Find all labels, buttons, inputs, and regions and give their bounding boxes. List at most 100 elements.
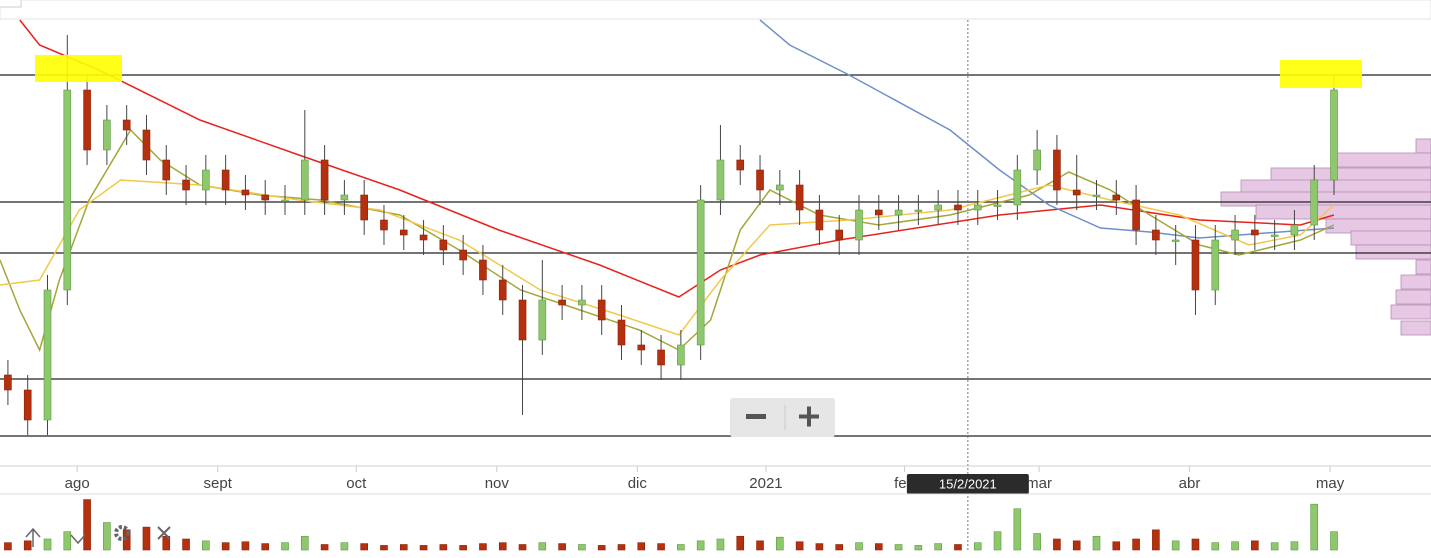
candle-body xyxy=(498,279,507,301)
volume-bar xyxy=(1033,533,1041,551)
candle-body xyxy=(617,319,626,346)
candle-body xyxy=(855,209,863,241)
volume-bar xyxy=(241,541,250,551)
volume-bar xyxy=(815,543,824,551)
volume-bar xyxy=(1231,541,1239,551)
move-up-icon[interactable] xyxy=(25,527,41,547)
candle-body xyxy=(914,209,923,212)
volume-bar xyxy=(1251,540,1259,551)
volume-bar xyxy=(756,540,764,551)
candle-body xyxy=(103,119,111,151)
volume-bar xyxy=(360,543,368,551)
candle-body xyxy=(1270,234,1279,237)
volume-bar xyxy=(1191,538,1200,551)
volume-bar xyxy=(23,540,32,551)
candle-body xyxy=(380,219,388,231)
zoom-box xyxy=(730,398,835,437)
volume-bar xyxy=(261,543,270,551)
candle-body xyxy=(518,299,527,341)
profile-bar xyxy=(1395,289,1431,305)
crosshair-label: 15/2/2021 xyxy=(939,476,997,491)
candle-body xyxy=(23,389,32,421)
volume-bar xyxy=(716,538,725,551)
candle-body xyxy=(696,199,705,346)
volume-bar xyxy=(103,522,111,551)
close-icon[interactable] xyxy=(157,526,171,540)
profile-bar xyxy=(1335,152,1431,168)
candle-body xyxy=(1191,239,1200,291)
move-down-icon[interactable] xyxy=(70,534,86,545)
candle-body xyxy=(122,119,131,131)
volume-bar xyxy=(855,542,863,551)
candle-body xyxy=(1152,229,1160,241)
candle-body xyxy=(479,259,487,281)
volume-bar xyxy=(914,545,923,551)
volume-bar xyxy=(696,540,705,551)
volume-bar xyxy=(1171,540,1180,551)
candle-body xyxy=(202,169,210,191)
volume-bar xyxy=(637,542,646,551)
candle-body xyxy=(1171,239,1180,242)
candle-body xyxy=(597,299,606,321)
volume-bar xyxy=(973,542,982,551)
volume-bar xyxy=(1270,542,1279,551)
zoom-out[interactable] xyxy=(746,414,766,419)
profile-bar xyxy=(1255,204,1431,220)
candle-body xyxy=(954,204,962,211)
moving-average xyxy=(0,128,1335,353)
candle-body xyxy=(281,199,289,202)
candle-body xyxy=(1112,194,1121,201)
candle-body xyxy=(776,184,784,191)
candle-body xyxy=(874,209,883,216)
volume-bar xyxy=(657,543,665,551)
x-tick-label: ago xyxy=(65,475,90,492)
candle-body xyxy=(1092,194,1101,197)
candle-body xyxy=(1132,199,1140,231)
candle-body xyxy=(1310,179,1319,226)
zoom-control xyxy=(730,398,835,437)
candle-body xyxy=(1053,149,1061,191)
candle-body xyxy=(419,234,428,241)
volume-bar xyxy=(597,545,606,551)
volume-bar xyxy=(538,542,547,551)
candle-body xyxy=(1072,189,1081,196)
x-tick-label: abr xyxy=(1179,475,1201,492)
candle-body xyxy=(934,204,942,211)
volume-bar xyxy=(776,536,784,551)
volume-bar xyxy=(419,545,428,551)
volume-bar xyxy=(142,526,151,551)
candle-body xyxy=(182,179,190,191)
crosshair-label-box xyxy=(906,474,1029,494)
volume-bar xyxy=(1290,541,1299,551)
candle-body xyxy=(399,229,408,236)
moving-average xyxy=(759,19,1335,239)
volume-bar xyxy=(1092,535,1101,551)
toolbar-tab[interactable] xyxy=(0,0,22,8)
volume-bar xyxy=(578,544,586,551)
volume-bar xyxy=(1211,542,1220,551)
settings-icon[interactable] xyxy=(114,525,130,541)
candle-body xyxy=(221,169,230,191)
zoom-in[interactable] xyxy=(799,406,819,427)
highlight xyxy=(1280,60,1362,88)
volume-bar xyxy=(4,542,12,551)
candle-body xyxy=(301,159,309,201)
volume-bar xyxy=(558,543,566,551)
toolbar-strip xyxy=(0,0,1431,20)
volume-bar xyxy=(1013,508,1022,551)
volume-bar xyxy=(301,535,309,551)
candle-body xyxy=(142,129,151,161)
volume-bar xyxy=(63,531,72,551)
candle-body xyxy=(162,159,171,181)
candle-body xyxy=(1033,149,1041,171)
volume-bar xyxy=(122,529,131,551)
candle-body xyxy=(538,299,547,341)
volume-bar xyxy=(1330,531,1338,551)
x-tick-label: nov xyxy=(485,475,510,492)
moving-average xyxy=(19,19,1335,298)
x-tick-label: oct xyxy=(346,475,367,492)
volume-bar xyxy=(320,544,329,551)
candle-body xyxy=(439,239,448,251)
candle-body xyxy=(558,299,566,306)
